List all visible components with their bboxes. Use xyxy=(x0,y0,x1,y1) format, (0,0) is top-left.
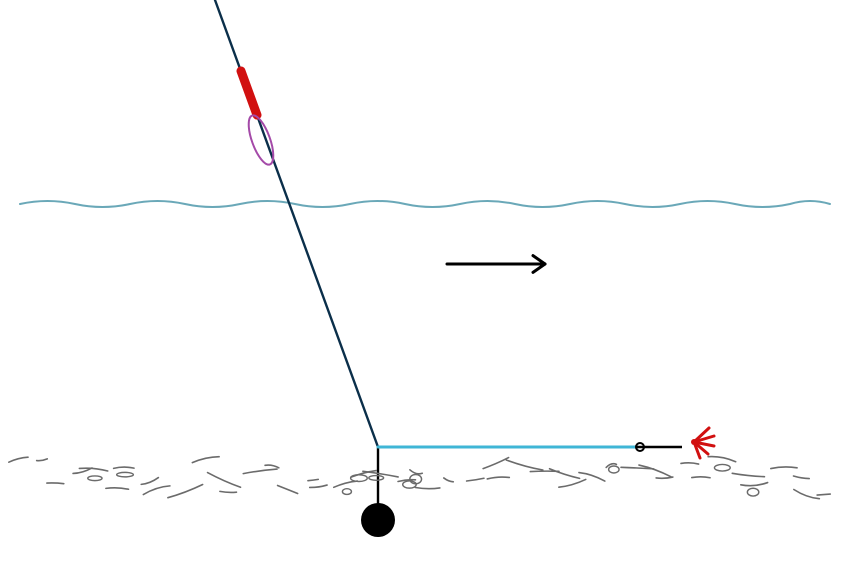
fishing-rig-diagram xyxy=(0,0,849,585)
background xyxy=(0,0,849,585)
sinker-weight xyxy=(361,503,395,537)
